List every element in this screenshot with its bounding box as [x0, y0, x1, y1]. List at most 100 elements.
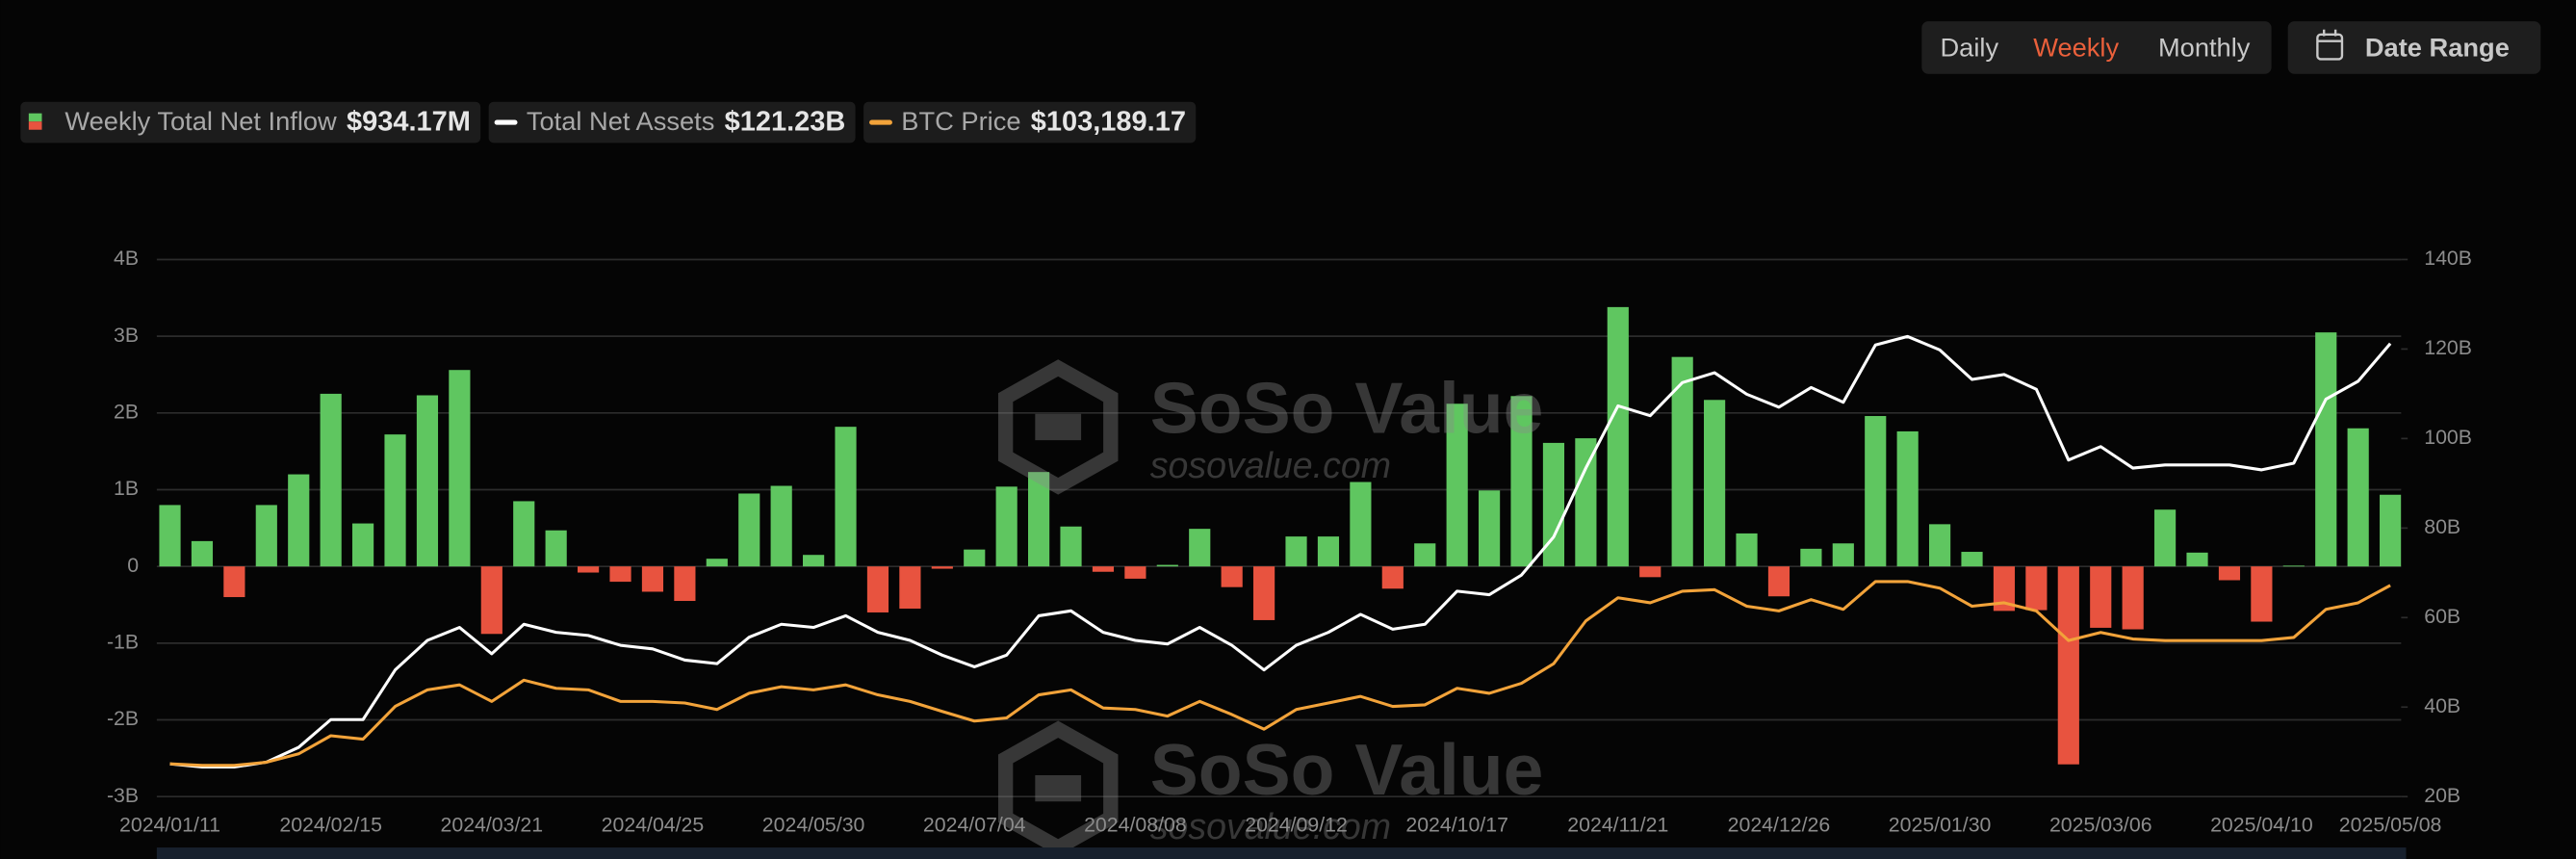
legend-label: Weekly Total Net Inflow — [64, 106, 337, 136]
bar — [1381, 566, 1404, 589]
bar — [1704, 400, 1726, 567]
bar — [1317, 536, 1340, 567]
bar — [1510, 396, 1533, 567]
bar — [2282, 565, 2305, 567]
bar — [1865, 416, 1887, 567]
period-weekly[interactable]: Weekly — [2033, 32, 2119, 62]
watermark-url: sosovalue.com — [1150, 806, 1391, 846]
y-tick-label: 2B — [114, 400, 139, 423]
bar — [1607, 306, 1629, 567]
y-tick-label: -3B — [107, 784, 139, 807]
bar — [2380, 494, 2402, 567]
navigator-bar — [156, 847, 2407, 859]
x-tick-label: 2024/04/25 — [602, 814, 705, 837]
bar — [2057, 566, 2079, 765]
bar — [835, 427, 857, 567]
bar — [1542, 442, 1565, 567]
bar — [2025, 566, 2048, 611]
bar — [899, 566, 921, 609]
bar — [1253, 566, 1275, 620]
line — [169, 334, 2392, 769]
x-tick-label: 2024/08/08 — [1084, 814, 1187, 837]
y-tick-label: 1B — [114, 477, 139, 500]
period-daily[interactable]: Daily — [1940, 32, 1998, 62]
legend-value: $121.23B — [725, 107, 846, 138]
y2-tick-label: 40B — [2424, 694, 2460, 717]
bar — [416, 395, 439, 567]
watermark-logo — [1035, 775, 1082, 802]
y2-tick-label: 20B — [2424, 784, 2460, 807]
x-tick-label: 2024/01/11 — [119, 814, 220, 837]
bar — [1189, 529, 1211, 567]
legend-value: $103,189.17 — [1031, 107, 1186, 138]
bar — [1414, 543, 1436, 567]
bar — [803, 555, 825, 567]
bar — [1092, 566, 1115, 572]
watermark-brand: SoSo Value — [1150, 368, 1544, 449]
legend-label: Total Net Assets — [527, 106, 715, 136]
x-tick-label: 2024/02/15 — [279, 814, 382, 837]
x-tick-label: 2024/05/30 — [762, 814, 865, 837]
watermark-logo — [997, 359, 1119, 495]
bar — [1221, 566, 1243, 587]
calendar-icon — [2316, 29, 2344, 61]
x-tick-label: 2024/11/21 — [1567, 814, 1668, 837]
y2-tick-label: 60B — [2424, 605, 2460, 628]
bar — [1060, 526, 1082, 567]
y2-tick-label: 120B — [2424, 336, 2472, 359]
y-tick-label: 0 — [127, 554, 139, 577]
bar — [1736, 533, 1758, 567]
bar — [1479, 490, 1501, 567]
bar — [513, 501, 535, 567]
y-tick-label: -1B — [107, 630, 139, 653]
legend: Weekly Total Net Inflow $934.17M Total Net… — [20, 101, 1197, 143]
bar — [1156, 564, 1178, 567]
bar — [2154, 509, 2177, 567]
bar — [2251, 566, 2273, 622]
bar — [738, 493, 760, 567]
x-tick-label: 2024/07/04 — [923, 814, 1026, 837]
bar — [866, 566, 889, 612]
bar — [384, 434, 406, 567]
bar — [449, 370, 471, 567]
bar — [1446, 403, 1468, 567]
y-tick-label: 3B — [114, 324, 139, 347]
plot-area: -3B -2B -1B 0 1B 2B 3B 4B 20B 40B 60B 80B 100B 120B 14… — [107, 247, 2472, 836]
date-range-button[interactable] — [2287, 21, 2541, 74]
bar — [1639, 566, 1662, 578]
bar — [320, 393, 342, 567]
legend-item — [863, 101, 1197, 143]
line — [169, 580, 2391, 768]
y-tick-label: 4B — [114, 247, 139, 270]
y-tick-label: -2B — [107, 707, 139, 730]
bar — [706, 559, 728, 567]
x-tick-label: 2025/05/08 — [2339, 814, 2442, 837]
legend-label: BTC Price — [901, 106, 1020, 136]
x-tick-label: 2024/03/21 — [441, 814, 544, 837]
bar — [545, 530, 567, 567]
bar — [964, 549, 986, 567]
bar — [480, 566, 502, 635]
x-tick-label: 2024/09/12 — [1245, 814, 1348, 837]
y2-tick-label: 80B — [2424, 515, 2460, 538]
bar — [288, 474, 310, 567]
legend-item — [20, 101, 481, 143]
bar — [641, 566, 664, 592]
x-tick-label: 2025/04/10 — [2210, 814, 2313, 837]
period-monthly[interactable]: Monthly — [2158, 32, 2251, 62]
bar — [770, 485, 792, 567]
bar — [2347, 428, 2369, 567]
bar — [1800, 548, 1822, 567]
watermark-url: sosovalue.com — [1150, 445, 1391, 485]
legend-swatch — [28, 113, 42, 122]
y2-tick-label: 100B — [2424, 426, 2472, 449]
bar — [191, 540, 214, 567]
watermark-logo — [1035, 413, 1082, 441]
bar — [1832, 543, 1854, 567]
bar — [1575, 438, 1597, 567]
date-range-label[interactable]: Date Range — [2365, 32, 2510, 62]
legend-swatch — [28, 121, 42, 130]
bar — [931, 566, 953, 569]
bar — [1767, 566, 1790, 597]
